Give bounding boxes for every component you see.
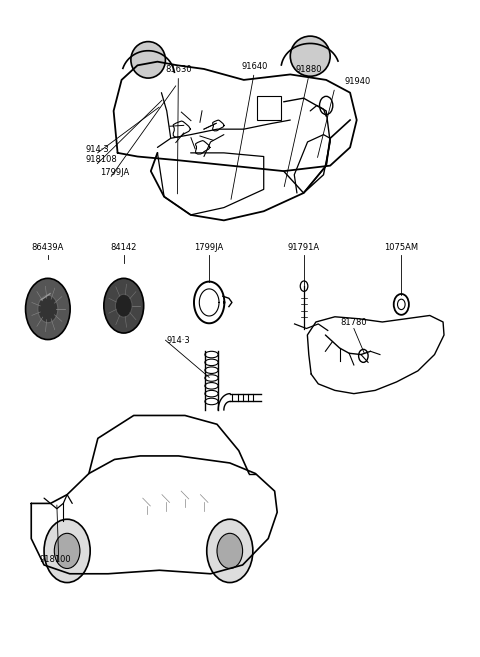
Circle shape	[217, 533, 242, 568]
Text: 918108: 918108	[86, 155, 118, 164]
Ellipse shape	[290, 36, 330, 76]
Text: 91880: 91880	[296, 66, 322, 74]
Text: 91791A: 91791A	[288, 242, 320, 252]
Circle shape	[207, 519, 253, 583]
Text: 914·3: 914·3	[167, 336, 190, 345]
Circle shape	[44, 519, 90, 583]
Text: 1075AM: 1075AM	[384, 242, 419, 252]
Text: 81630: 81630	[165, 66, 192, 74]
Text: 91640: 91640	[241, 62, 267, 71]
Text: 84142: 84142	[110, 242, 137, 252]
Text: 914·3: 914·3	[86, 145, 109, 154]
Circle shape	[300, 281, 308, 291]
Circle shape	[359, 350, 368, 363]
Text: 1799JA: 1799JA	[194, 242, 224, 252]
Text: 86439A: 86439A	[32, 242, 64, 252]
Circle shape	[25, 279, 70, 340]
Text: 91940: 91940	[344, 77, 371, 86]
Circle shape	[38, 295, 58, 323]
Text: 1799JA: 1799JA	[100, 168, 129, 177]
Text: 918100: 918100	[40, 555, 72, 564]
Circle shape	[54, 533, 80, 568]
Circle shape	[104, 279, 144, 333]
Ellipse shape	[131, 41, 166, 78]
Text: 81780: 81780	[340, 318, 367, 327]
Circle shape	[115, 294, 132, 317]
